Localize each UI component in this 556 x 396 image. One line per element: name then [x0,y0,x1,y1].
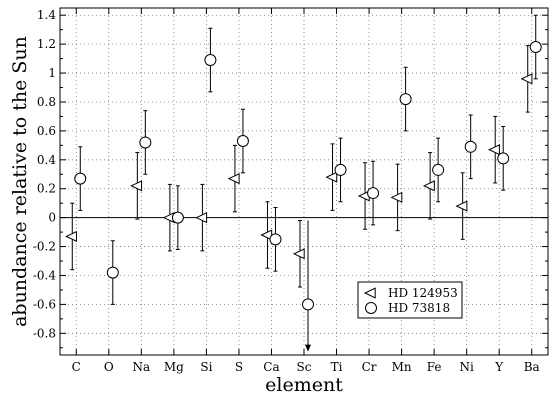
x-tick-label: Mn [392,360,412,374]
point-circle [236,135,249,148]
y-axis-title: abundance relative to the Sun [9,36,31,327]
y-tick-label: -0.2 [33,240,56,254]
point-triangle [390,191,403,203]
point-circle [334,163,347,176]
y-tick-label: 1 [48,66,56,80]
y-tick-label: 1.2 [37,37,56,51]
y-tick-label: 1.4 [37,8,56,22]
x-tick-label: Mg [164,360,184,374]
y-tick-label: 0.2 [37,182,56,196]
x-tick-label: Ni [459,360,474,374]
x-tick-label: Cr [362,360,377,374]
upper-limit-arrow [305,344,311,352]
point-triangle [422,180,435,192]
legend-marker-circle [365,302,377,314]
point-triangle [325,171,338,183]
point-circle [106,266,119,279]
point-circle [432,163,445,176]
y-tick-label: -0.4 [33,268,57,282]
point-triangle [65,230,77,243]
point-circle [139,136,152,149]
point-triangle [455,200,468,212]
y-tick-label: 0.6 [37,124,56,138]
point-circle [399,93,412,106]
point-triangle [195,212,208,224]
point-triangle [227,173,240,185]
point-triangle [488,144,500,156]
point-circle [529,41,542,54]
x-tick-label: Y [494,360,504,374]
point-circle [171,211,184,224]
legend-marker-triangle [363,287,376,299]
axis-ticks [60,8,548,355]
data-markers [65,41,542,311]
point-triangle [520,73,533,85]
y-tick-label: 0.8 [37,95,56,109]
x-tick-label: Fe [427,360,442,374]
x-tick-label: Sc [297,360,312,374]
x-tick-labels: C O Na Mg Si S Ca Sc Ti Cr Mn Fe Ni Y Ba [72,360,540,374]
y-tick-label: 0.4 [37,153,56,167]
point-circle [497,152,510,165]
x-tick-label: O [104,360,114,374]
y-tick-labels: -0.8 -0.6 -0.4 -0.2 0 0.2 0.4 0.6 0.8 1 1.2 1.4 [33,8,57,340]
point-circle [302,298,314,311]
point-circle [204,54,217,67]
legend-label: HD 124953 [388,286,458,300]
x-tick-label: S [235,360,243,374]
point-triangle [292,248,305,260]
point-circle [367,187,380,200]
y-tick-label: 0 [48,211,56,225]
legend-label: HD 73818 [388,301,450,315]
x-tick-label: Na [133,360,151,374]
point-circle [269,233,282,246]
x-tick-label: Ca [263,360,279,374]
x-tick-label: Ti [331,360,343,374]
point-circle [464,140,477,153]
point-circle [74,172,87,185]
y-tick-label: -0.6 [33,297,56,311]
x-axis-title: element [265,374,343,396]
x-tick-label: Ba [524,360,540,374]
x-tick-label: Si [200,360,212,374]
point-triangle [130,180,143,192]
x-tick-label: C [72,360,81,374]
y-tick-label: -0.8 [33,326,56,340]
